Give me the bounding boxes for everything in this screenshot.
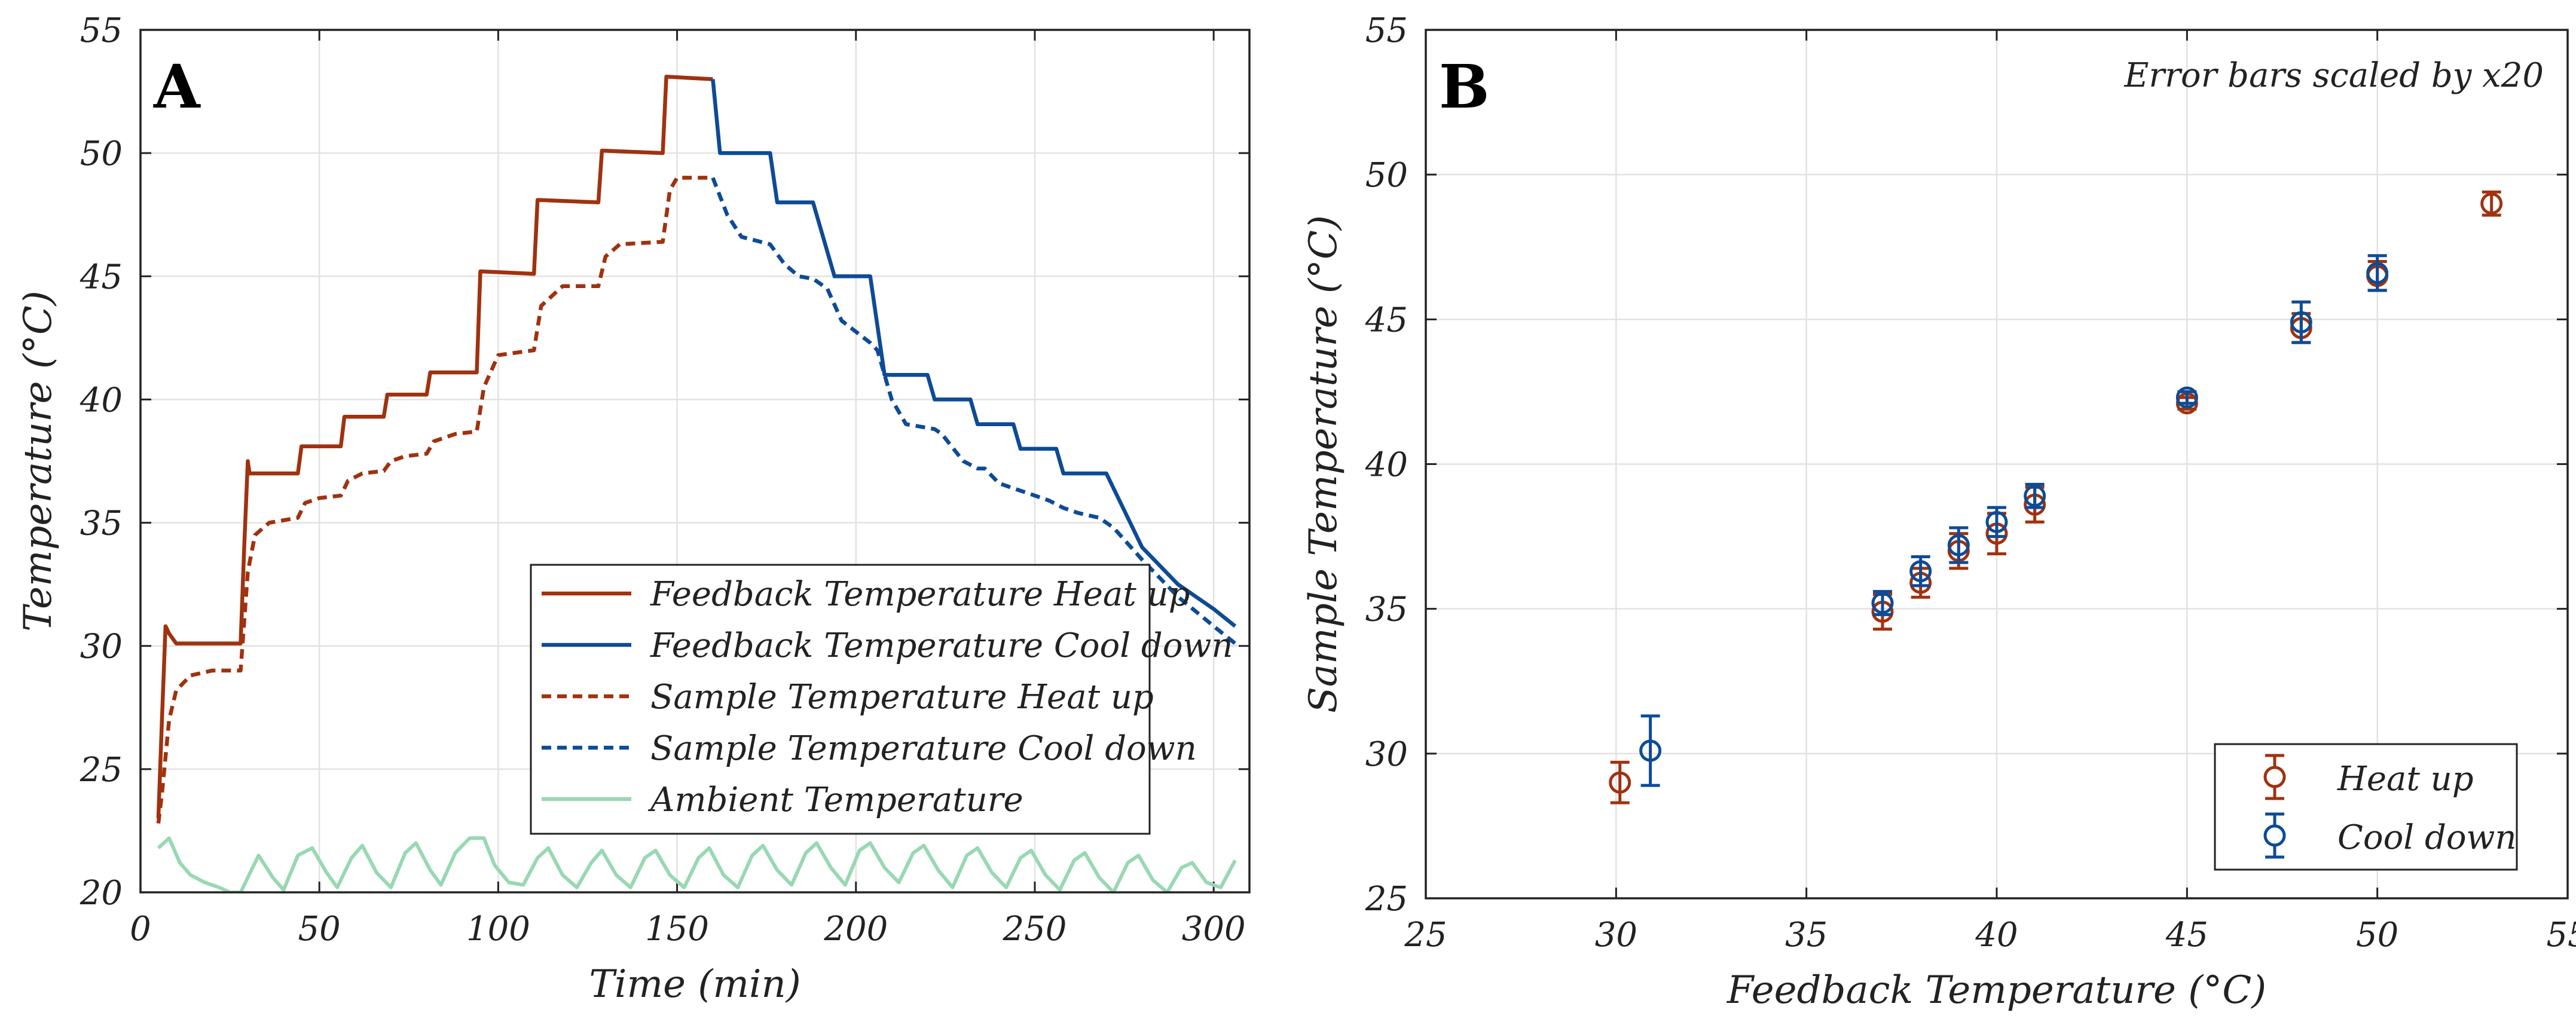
tick-label-y: 45 (80, 258, 123, 296)
tick-label-y: 55 (1365, 11, 1408, 50)
tick-label-y: 40 (1365, 446, 1408, 485)
tick-label-x: 0 (130, 910, 151, 949)
series-group (1609, 190, 2503, 804)
tick-label-x: 40 (1975, 916, 2018, 954)
data-point-cool-down (1639, 739, 1662, 762)
tick-label-y: 55 (80, 11, 123, 50)
legend-label: Sample Temperature Cool down (650, 729, 1197, 768)
data-point-cool-down (2175, 386, 2198, 409)
plot-frame (139, 29, 1251, 894)
legend-marker (2263, 824, 2286, 847)
tick-label-y: 50 (80, 134, 123, 173)
tick-label-y: 35 (1365, 591, 1408, 629)
panel-a-chart: 0 50 100 150 200 250 300 20 25 30 35 40 45 50 55 Time (… (16, 11, 1251, 1006)
y-axis-label: Temperature (°C) (16, 290, 60, 632)
tick-label-x: 200 (823, 910, 888, 949)
tick-label-y: 25 (80, 751, 123, 790)
tick-label-y: 20 (80, 874, 123, 913)
data-point-cool-down (1909, 560, 1932, 583)
tick-label-x: 100 (466, 910, 530, 949)
legend-label: Feedback Temperature Heat up (650, 575, 1190, 614)
annotation-error-bars: Error bars scaled by x20 (2123, 56, 2544, 95)
tick-label-y: 30 (80, 628, 123, 666)
y-axis-label: Sample Temperature (°C) (1301, 215, 1346, 713)
series-group (156, 75, 1237, 892)
data-point-heat-up (1609, 771, 1631, 794)
legend-label: Heat up (2337, 760, 2474, 799)
tick-label-x: 150 (645, 910, 709, 949)
data-point-cool-down (1947, 534, 1970, 556)
legend-label: Cool down (2337, 818, 2517, 857)
data-point-cool-down (2290, 311, 2312, 334)
x-axis-label: Feedback Temperature (°C) (1726, 968, 2266, 1012)
x-axis-label: Time (min) (589, 962, 800, 1006)
legend-box (2214, 743, 2518, 871)
tick-label-x: 55 (2546, 916, 2576, 954)
tick-label-y: 25 (1365, 880, 1408, 919)
tick-label-x: 35 (1785, 916, 1828, 954)
legend-label: Feedback Temperature Cool down (650, 626, 1233, 665)
tick-label-x: 25 (1404, 916, 1447, 954)
series-line-feedback-temperature-cool-down (711, 79, 1237, 628)
tick-label-x: 30 (1595, 916, 1637, 954)
tick-label-y: 40 (80, 381, 123, 420)
tick-label-x: 250 (1003, 910, 1067, 949)
tick-label-y: 35 (80, 504, 123, 543)
series-line-sample-temperature-heat-up (156, 176, 713, 824)
series-line-feedback-temperature-heat-up (156, 75, 713, 819)
legend-box (530, 564, 1151, 835)
tick-label-x: 50 (298, 910, 341, 949)
tick-label-y: 30 (1365, 735, 1408, 774)
tick-label-y: 50 (1365, 156, 1408, 195)
legend-label: Ambient Temperature (647, 781, 1023, 819)
data-point-cool-down (2024, 485, 2046, 507)
plot-frame (1425, 29, 2569, 900)
tick-label-x: 50 (2356, 916, 2398, 954)
panel-label: B (1439, 51, 1490, 122)
series-line-ambient-temperature (157, 836, 1237, 892)
data-point-cool-down (1871, 592, 1894, 614)
panel-label: A (153, 51, 201, 122)
data-point-cool-down (1985, 510, 2008, 533)
data-point-cool-down (2366, 262, 2389, 284)
legend-label: Sample Temperature Heat up (650, 678, 1154, 717)
legend-marker (2263, 766, 2286, 788)
tick-label-x: 300 (1182, 910, 1246, 949)
legend: Feedback Temperature Heat up Feedback Tem… (530, 564, 1233, 835)
panel-b-chart: 25 30 35 40 45 50 55 25 30 35 40 45 50 55 Feedback Tem… (1301, 11, 2576, 1012)
data-point-heat-up (2480, 192, 2503, 215)
tick-label-x: 45 (2165, 916, 2208, 954)
legend: Heat up Cool down (2214, 743, 2518, 871)
tick-label-y: 45 (1365, 301, 1408, 339)
